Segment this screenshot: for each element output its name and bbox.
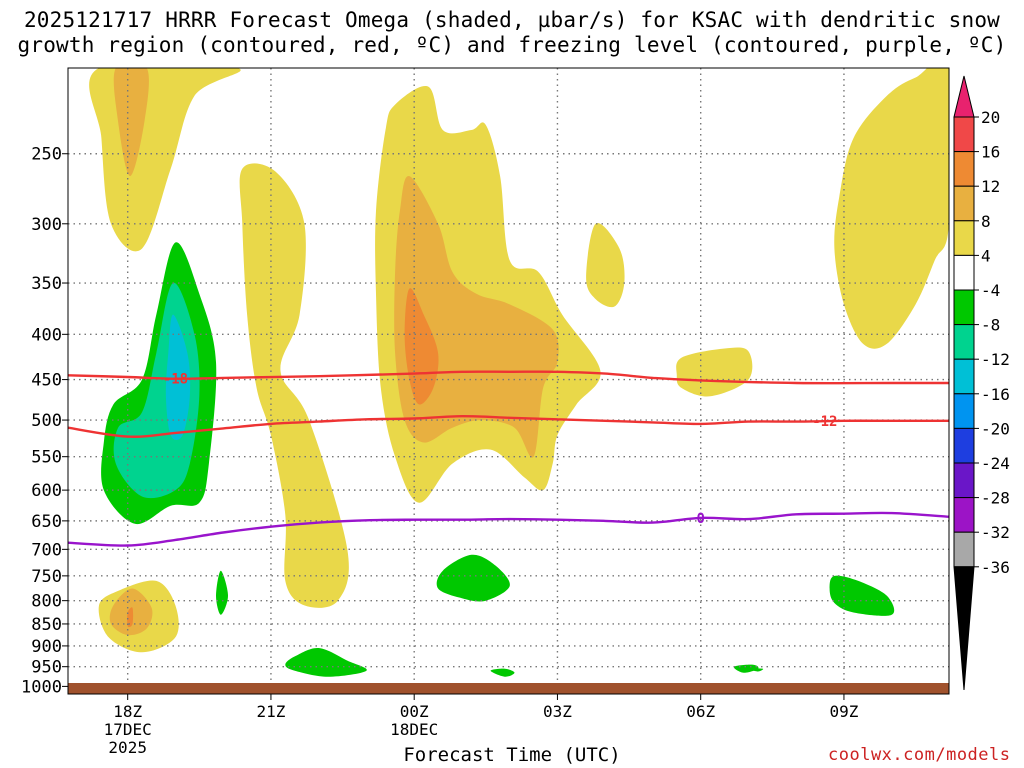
y-tick-label: 300 bbox=[31, 215, 62, 235]
contour-label-0: 0 bbox=[696, 511, 704, 527]
colorbar-swatch bbox=[953, 220, 975, 256]
x-tick-label: 18DEC bbox=[390, 720, 438, 739]
colorbar-swatch-top bbox=[953, 75, 975, 118]
x-tick-label: 21Z bbox=[256, 702, 285, 721]
terrain-bar bbox=[68, 683, 949, 694]
omega-region-8 bbox=[834, 68, 949, 349]
temperature-contours bbox=[68, 370, 949, 547]
x-tick-label: 17DEC bbox=[104, 720, 152, 739]
colorbar-label: -12 bbox=[981, 350, 1010, 369]
colorbar-swatch bbox=[953, 531, 975, 568]
omega-region-2 bbox=[239, 163, 349, 608]
colorbar-label: -4 bbox=[981, 281, 1000, 300]
x-axis-title: Forecast Time (UTC) bbox=[403, 744, 621, 766]
colorbar-swatch bbox=[953, 185, 975, 222]
omega-region-0 bbox=[89, 68, 241, 252]
contour-label--18: -18 bbox=[163, 372, 188, 388]
colorbar-label: 4 bbox=[981, 246, 991, 265]
omega-region-11 bbox=[127, 607, 134, 628]
colorbar-label: 8 bbox=[981, 212, 991, 231]
x-tick-label: 06Z bbox=[686, 702, 715, 721]
colorbar-swatch bbox=[953, 289, 975, 326]
colorbar-swatch bbox=[953, 116, 975, 153]
omega-region-14 bbox=[165, 314, 191, 440]
x-tick-label: 2025 bbox=[108, 738, 147, 757]
plot-frame bbox=[67, 67, 950, 695]
contour-line-0 bbox=[68, 511, 949, 547]
omega-region-5 bbox=[404, 288, 439, 405]
omega-region-18 bbox=[490, 668, 515, 677]
y-tick-label: 850 bbox=[31, 615, 62, 635]
colorbar: 20 16 12 8 4 -4 -8 -12 -16 -20 -24 -28 -32 -36 bbox=[953, 75, 1010, 691]
x-tick-label: 00Z bbox=[400, 702, 429, 721]
colorbar-swatch bbox=[953, 324, 975, 360]
omega-region-6 bbox=[586, 223, 625, 308]
colorbar-swatch bbox=[953, 497, 975, 533]
colorbar-label: -28 bbox=[981, 489, 1010, 508]
y-tick-label: 600 bbox=[31, 481, 62, 501]
omega-shaded-regions bbox=[89, 68, 949, 677]
contour-labels: -18 -12 0 bbox=[163, 372, 838, 527]
contour-label--12: -12 bbox=[812, 414, 837, 430]
colorbar-swatch bbox=[953, 393, 975, 429]
y-tick-label: 700 bbox=[31, 540, 62, 560]
omega-region-7 bbox=[676, 347, 753, 397]
site-credit: coolwx.com/models bbox=[828, 745, 1011, 765]
colorbar-swatch bbox=[953, 254, 975, 291]
y-tick-label: 1000 bbox=[21, 677, 62, 697]
y-tick-label: 350 bbox=[31, 274, 62, 294]
colorbar-label: -36 bbox=[981, 558, 1010, 577]
omega-region-4 bbox=[394, 175, 559, 458]
contour-line--18 bbox=[68, 370, 949, 385]
colorbar-label: -20 bbox=[981, 419, 1010, 438]
colorbar-swatch-bottom bbox=[953, 566, 975, 691]
colorbar-label: 16 bbox=[981, 143, 1000, 162]
x-tick-label: 18Z bbox=[113, 702, 142, 721]
y-tick-label: 900 bbox=[31, 637, 62, 657]
colorbar-swatch bbox=[953, 427, 975, 464]
omega-region-15 bbox=[216, 570, 228, 615]
omega-region-16 bbox=[285, 647, 367, 677]
omega-region-1 bbox=[113, 68, 149, 177]
y-tick-label: 450 bbox=[31, 371, 62, 391]
y-tick-label: 800 bbox=[31, 592, 62, 612]
colorbar-swatch bbox=[953, 358, 975, 395]
colorbar-label: -8 bbox=[981, 316, 1000, 335]
colorbar-label: 12 bbox=[981, 177, 1000, 196]
y-tick-label: 650 bbox=[31, 512, 62, 532]
colorbar-label: -16 bbox=[981, 385, 1010, 404]
omega-region-17 bbox=[436, 554, 510, 602]
colorbar-swatch bbox=[953, 151, 975, 187]
x-tick-label: 03Z bbox=[543, 702, 572, 721]
x-tick-label: 09Z bbox=[829, 702, 858, 721]
y-tick-label: 400 bbox=[31, 325, 62, 345]
chart-title-line-2: growth region (contoured, red, ºC) and f… bbox=[17, 33, 1007, 57]
contour-line--12 bbox=[68, 414, 949, 438]
colorbar-label: -24 bbox=[981, 454, 1010, 473]
omega-region-20 bbox=[748, 668, 764, 672]
y-tick-label: 500 bbox=[31, 411, 62, 431]
chart-title-line-1: 2025121717 HRRR Forecast Omega (shaded, … bbox=[23, 8, 1001, 32]
colorbar-swatch bbox=[953, 462, 975, 499]
y-axis: 2503003504004505005506006507007508008509… bbox=[21, 145, 68, 697]
omega-region-21 bbox=[829, 575, 895, 616]
colorbar-label: -32 bbox=[981, 523, 1010, 542]
colorbar-label: 20 bbox=[981, 108, 1000, 127]
y-tick-label: 250 bbox=[31, 145, 62, 165]
y-tick-label: 950 bbox=[31, 658, 62, 678]
y-tick-label: 750 bbox=[31, 567, 62, 587]
y-tick-label: 550 bbox=[31, 448, 62, 468]
